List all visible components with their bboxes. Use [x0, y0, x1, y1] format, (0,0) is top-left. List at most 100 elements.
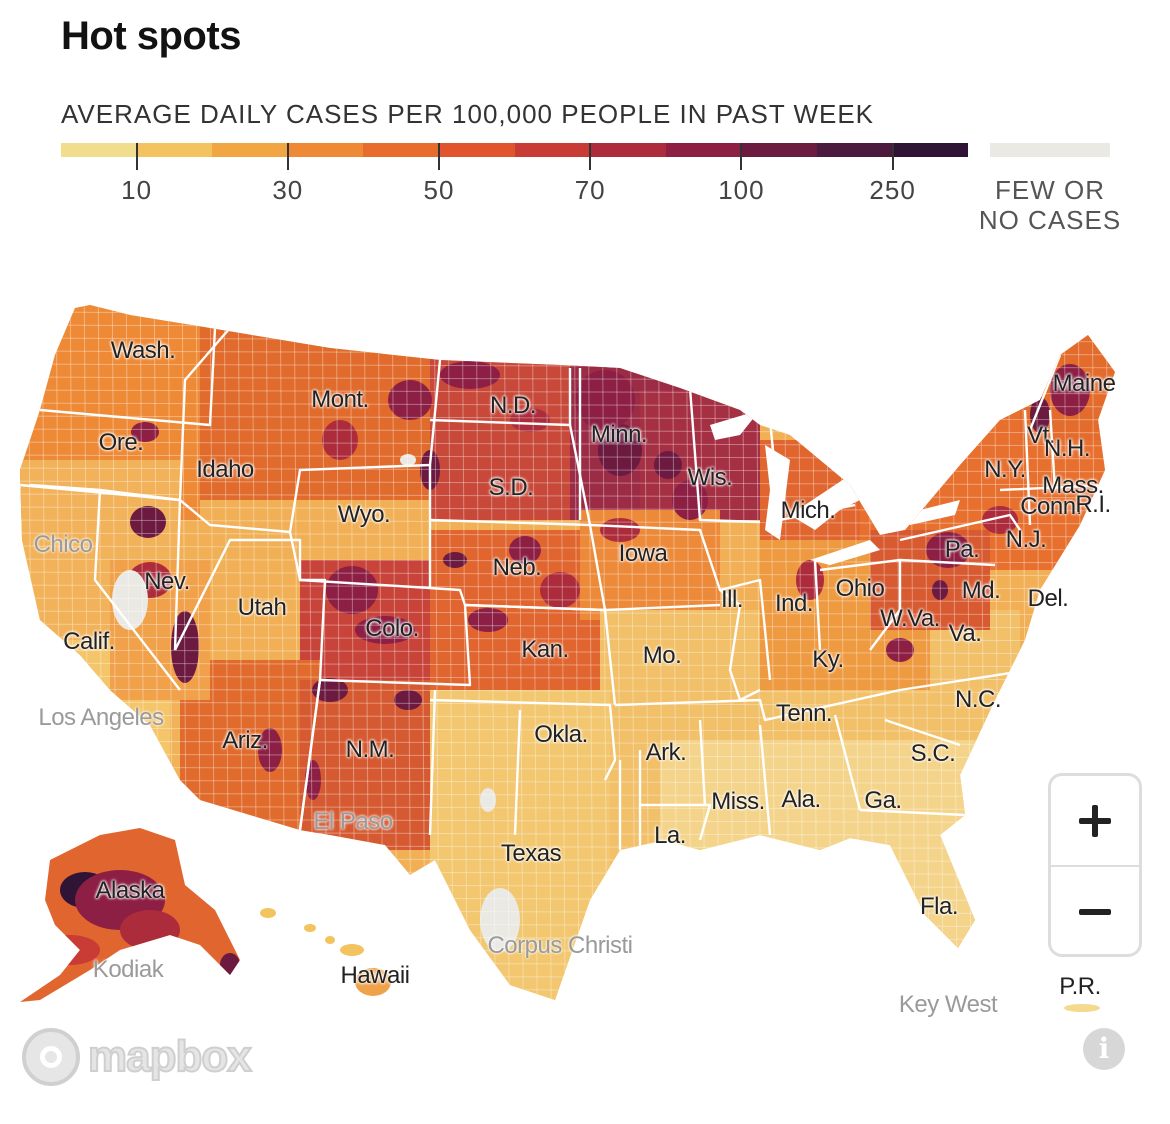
plus-icon [1079, 804, 1111, 837]
state-label-hawaii: Hawaii [340, 962, 410, 989]
legend-bin-10 [741, 143, 817, 157]
legend-bin-1 [61, 143, 137, 157]
legend-bin-6 [438, 143, 515, 157]
mapbox-wordmark: mapbox [87, 1031, 253, 1082]
legend-tick-label: 10 [121, 175, 153, 205]
alaska-shape [20, 828, 240, 1002]
state-label-wva: W.Va. [880, 605, 940, 632]
legend-tick-mark [135, 143, 138, 170]
city-label-corpus-christi: Corpus Christi [487, 932, 633, 959]
state-label-mich: Mich. [780, 497, 836, 524]
legend-bin-9 [665, 143, 742, 157]
info-icon[interactable]: i [1083, 1028, 1125, 1070]
state-label-iowa: Iowa [618, 540, 668, 567]
state-label-ark: Ark. [645, 739, 687, 766]
state-label-ri: R.I. [1075, 491, 1111, 518]
state-label-ill: Ill. [721, 586, 744, 613]
state-label-maine: Maine [1052, 370, 1116, 397]
legend-bin-12 [892, 143, 969, 157]
few-or-no-cases-swatch [990, 143, 1110, 157]
few-label-line1: FEW OR [995, 175, 1105, 205]
legend-tick-mark [286, 143, 289, 170]
legend-tick-mark [891, 143, 894, 170]
state-label-nev: Nev. [144, 568, 190, 595]
state-label-del: Del. [1027, 585, 1069, 612]
zoom-out-button[interactable] [1051, 867, 1139, 956]
legend-bin-2 [136, 143, 213, 157]
state-label-nh: N.H. [1044, 435, 1091, 462]
zoom-divider [1051, 865, 1139, 867]
legend-tick-label: 50 [423, 175, 455, 205]
zoom-control [1048, 773, 1142, 957]
state-label-ariz: Ariz. [222, 727, 268, 754]
few-or-no-cases-label: FEW OR NO CASES [976, 175, 1124, 235]
state-label-ore: Ore. [98, 429, 144, 456]
minus-icon [1079, 908, 1111, 915]
city-label-key-west: Key West [898, 991, 998, 1018]
state-label-wash: Wash. [110, 337, 176, 364]
state-label-colo: Colo. [365, 615, 419, 642]
state-label-tenn: Tenn. [775, 700, 833, 727]
state-label-ohio: Ohio [835, 575, 885, 602]
state-label-vt: Vt. [1027, 422, 1055, 449]
legend-bin-7 [514, 143, 591, 157]
legend-bin-3 [212, 143, 288, 157]
state-label-pa: Pa. [944, 536, 980, 563]
state-label-alaska: Alaska [95, 877, 165, 904]
state-label-idaho: Idaho [196, 456, 254, 483]
mapbox-logo-icon [22, 1028, 80, 1086]
city-label-los-angeles: Los Angeles [38, 704, 164, 731]
state-label-nd: N.D. [490, 392, 537, 419]
puerto-rico-shape [1064, 1004, 1100, 1012]
state-label-mont: Mont. [311, 386, 369, 413]
city-label-kodiak: Kodiak [92, 956, 164, 983]
legend-tick-mark [438, 143, 440, 170]
state-label-neb: Neb. [492, 554, 542, 581]
state-label-wyo: Wyo. [337, 501, 391, 528]
state-label-ky: Ky. [812, 646, 844, 673]
state-label-utah: Utah [237, 594, 287, 621]
state-label-ala: Ala. [781, 786, 821, 813]
state-label-sd: S.D. [488, 474, 534, 501]
state-label-nj: N.J. [1005, 526, 1047, 553]
city-label-el-paso: El Paso [313, 808, 393, 835]
legend-tick-mark [740, 143, 743, 170]
legend-tick-label: 100 [718, 175, 765, 205]
state-label-mo: Mo. [642, 642, 682, 669]
state-label-pr: P.R. [1059, 973, 1101, 1000]
state-label-va: Va. [948, 620, 982, 647]
state-label-conn: Conn. [1020, 493, 1082, 520]
legend-bin-11 [816, 143, 893, 157]
legend-tick-label: 250 [869, 175, 916, 205]
legend-subtitle: AVERAGE DAILY CASES PER 100,000 PEOPLE I… [61, 99, 875, 129]
state-label-nc: N.C. [955, 686, 1002, 713]
zoom-in-button[interactable] [1051, 776, 1139, 865]
state-label-texas: Texas [500, 840, 562, 867]
state-label-kan: Kan. [521, 636, 569, 663]
city-label-chico: Chico [33, 531, 93, 558]
few-label-line2: NO CASES [978, 205, 1122, 235]
legend-tick-label: 70 [574, 175, 606, 205]
legend-bin-5 [363, 143, 439, 157]
state-label-sc: S.C. [910, 740, 956, 767]
state-label-nm: N.M. [345, 736, 395, 763]
legend-bin-4 [287, 143, 364, 157]
color-legend: 10 30 50 70 100 250 FEW OR NO CASES [61, 143, 1121, 243]
state-label-mass: Mass. [1042, 472, 1104, 499]
state-label-ga: Ga. [864, 787, 902, 814]
state-label-ny: N.Y. [984, 456, 1026, 483]
map-svg [20, 305, 1115, 1012]
mapbox-attribution[interactable]: mapbox [22, 1028, 253, 1086]
state-label-md: Md. [961, 577, 1001, 604]
legend-tick-label: 30 [272, 175, 304, 205]
state-label-ind: Ind. [774, 590, 814, 617]
hawaii-shape [260, 908, 391, 996]
state-label-la: La. [654, 822, 686, 849]
state-label-miss: Miss. [711, 788, 765, 815]
legend-tick-mark [589, 143, 592, 170]
us-choropleth-map[interactable]: Wash. Mont. N.D. Minn. Maine Ore. Idaho … [0, 260, 1170, 1124]
state-label-fla: Fla. [919, 893, 959, 920]
state-label-okla: Okla. [534, 721, 588, 748]
state-label-minn: Minn. [590, 421, 648, 448]
state-label-wis: Wis. [687, 464, 733, 491]
